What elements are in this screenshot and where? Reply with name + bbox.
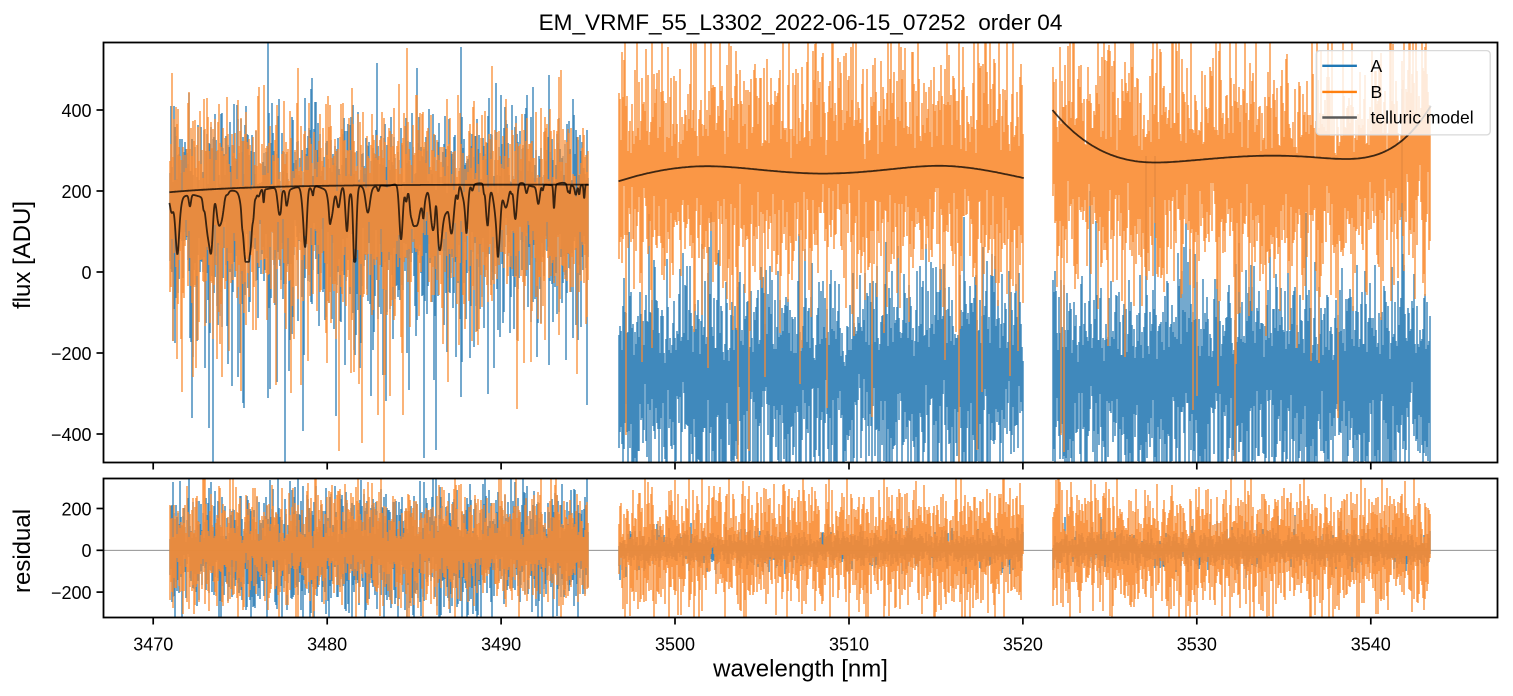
svg-text:3500: 3500 — [655, 635, 695, 655]
svg-text:3470: 3470 — [133, 635, 173, 655]
svg-text:200: 200 — [61, 499, 91, 519]
svg-text:B: B — [1371, 82, 1383, 102]
svg-text:A: A — [1371, 56, 1383, 76]
svg-text:−200: −200 — [51, 344, 92, 364]
svg-text:3480: 3480 — [307, 635, 347, 655]
svg-text:−400: −400 — [51, 425, 92, 445]
svg-text:3510: 3510 — [829, 635, 869, 655]
svg-text:residual: residual — [9, 509, 36, 593]
svg-text:200: 200 — [61, 182, 91, 202]
svg-text:0: 0 — [81, 541, 91, 561]
svg-text:3540: 3540 — [1351, 635, 1391, 655]
svg-text:400: 400 — [61, 101, 91, 121]
svg-text:3520: 3520 — [1003, 635, 1043, 655]
svg-text:3490: 3490 — [481, 635, 521, 655]
svg-text:−200: −200 — [51, 583, 92, 603]
svg-text:EM_VRMF_55_L3302_2022-06-15_07: EM_VRMF_55_L3302_2022-06-15_07252 order … — [539, 10, 1063, 35]
svg-text:telluric model: telluric model — [1371, 108, 1474, 128]
svg-text:flux [ADU]: flux [ADU] — [9, 201, 36, 309]
svg-text:wavelength [nm]: wavelength [nm] — [712, 656, 888, 683]
svg-text:0: 0 — [81, 263, 91, 283]
svg-text:3530: 3530 — [1177, 635, 1217, 655]
